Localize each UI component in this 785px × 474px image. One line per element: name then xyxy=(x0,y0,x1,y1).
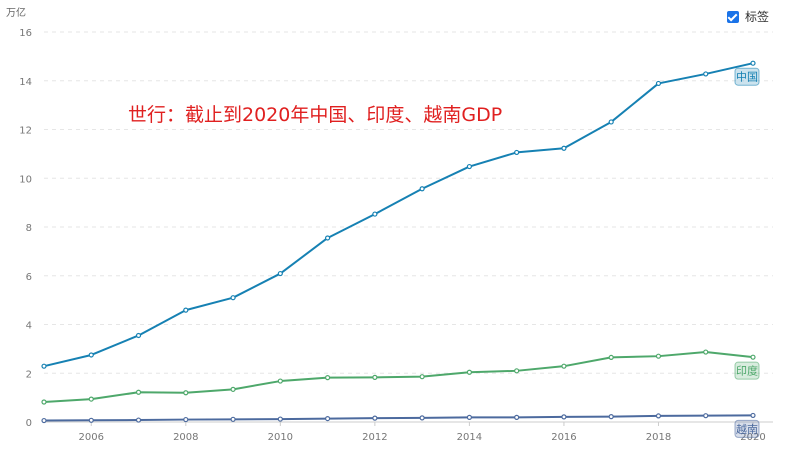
series-end-label-印度: 印度 xyxy=(734,361,760,380)
labels-toggle-label: 标签 xyxy=(744,10,769,24)
data-point-越南 xyxy=(514,414,520,420)
y-tick-label: 0 xyxy=(26,418,32,429)
data-point-印度 xyxy=(183,390,189,396)
checkbox-checked-icon[interactable] xyxy=(726,10,739,23)
x-tick-label: 2016 xyxy=(551,432,576,443)
x-tick-label: 2012 xyxy=(362,432,387,443)
series-label-text: 印度 xyxy=(736,364,758,378)
data-point-印度 xyxy=(230,386,236,392)
data-point-越南 xyxy=(88,417,94,423)
data-point-越南 xyxy=(655,413,662,419)
x-tick-label: 2008 xyxy=(173,432,198,443)
y-tick-label: 6 xyxy=(26,272,32,283)
series-line-越南 xyxy=(43,414,754,422)
data-point-越南 xyxy=(41,417,47,424)
data-point-印度 xyxy=(41,399,47,405)
series-end-label-越南: 越南 xyxy=(734,419,760,438)
y-tick-label: 8 xyxy=(26,223,32,234)
x-tick-label: 2018 xyxy=(646,432,671,443)
data-point-越南 xyxy=(419,415,425,421)
data-point-印度 xyxy=(703,349,709,355)
data-point-中国 xyxy=(514,149,520,156)
series-label-badge xyxy=(734,419,760,438)
data-point-印度 xyxy=(135,389,142,395)
data-point-印度 xyxy=(277,378,283,384)
data-point-中国 xyxy=(135,332,142,339)
data-point-印度 xyxy=(561,363,567,369)
data-point-印度 xyxy=(325,375,331,381)
series-label-badge xyxy=(734,361,760,380)
y-tick-label: 16 xyxy=(19,28,32,39)
data-point-印度 xyxy=(419,374,425,380)
data-point-中国 xyxy=(608,119,614,125)
x-tick-label: 2010 xyxy=(268,432,293,443)
y-tick-label: 14 xyxy=(19,77,32,88)
data-point-中国 xyxy=(561,145,567,151)
data-point-中国 xyxy=(372,211,378,217)
chart-annotation: 世行：截止到2020年中国、印度、越南GDP xyxy=(128,104,503,126)
series-line-中国 xyxy=(43,62,754,368)
data-point-印度 xyxy=(655,353,662,359)
data-point-越南 xyxy=(750,412,756,419)
data-point-中国 xyxy=(325,235,331,241)
data-point-中国 xyxy=(703,71,709,77)
data-point-越南 xyxy=(466,414,472,420)
x-tick-label: 2006 xyxy=(79,432,104,443)
data-point-越南 xyxy=(561,414,567,420)
data-point-印度 xyxy=(466,369,472,375)
data-point-越南 xyxy=(230,416,236,422)
series-end-label-中国: 中国 xyxy=(734,67,760,86)
data-point-中国 xyxy=(466,163,472,170)
y-tick-label: 12 xyxy=(19,126,32,137)
y-tick-label: 10 xyxy=(19,174,32,185)
x-tick-label: 2014 xyxy=(457,432,482,443)
data-point-印度 xyxy=(608,354,614,361)
data-point-中国 xyxy=(88,352,94,358)
data-point-中国 xyxy=(655,80,662,87)
labels-toggle[interactable]: 标签 xyxy=(726,8,769,25)
data-point-中国 xyxy=(230,295,236,301)
y-tick-label: 2 xyxy=(26,369,32,380)
data-point-越南 xyxy=(183,416,189,423)
series-line-印度 xyxy=(43,351,754,404)
y-tick-label: 4 xyxy=(26,321,32,332)
data-point-印度 xyxy=(750,354,756,360)
data-point-越南 xyxy=(135,417,142,423)
series-label-text: 越南 xyxy=(736,422,758,436)
data-point-越南 xyxy=(325,415,331,422)
data-point-中国 xyxy=(183,307,189,313)
data-point-印度 xyxy=(372,374,378,380)
data-point-越南 xyxy=(703,413,709,419)
data-point-越南 xyxy=(277,416,283,422)
data-point-印度 xyxy=(514,368,520,374)
data-point-越南 xyxy=(372,415,378,421)
data-point-越南 xyxy=(608,414,614,420)
y-axis-unit-label: 万亿 xyxy=(6,8,26,19)
data-point-中国 xyxy=(277,270,283,277)
data-point-中国 xyxy=(41,363,47,369)
data-point-印度 xyxy=(88,396,94,402)
series-label-text: 中国 xyxy=(736,71,758,84)
data-point-中国 xyxy=(419,186,425,192)
series-label-badge xyxy=(734,67,760,86)
data-point-中国 xyxy=(750,60,756,66)
